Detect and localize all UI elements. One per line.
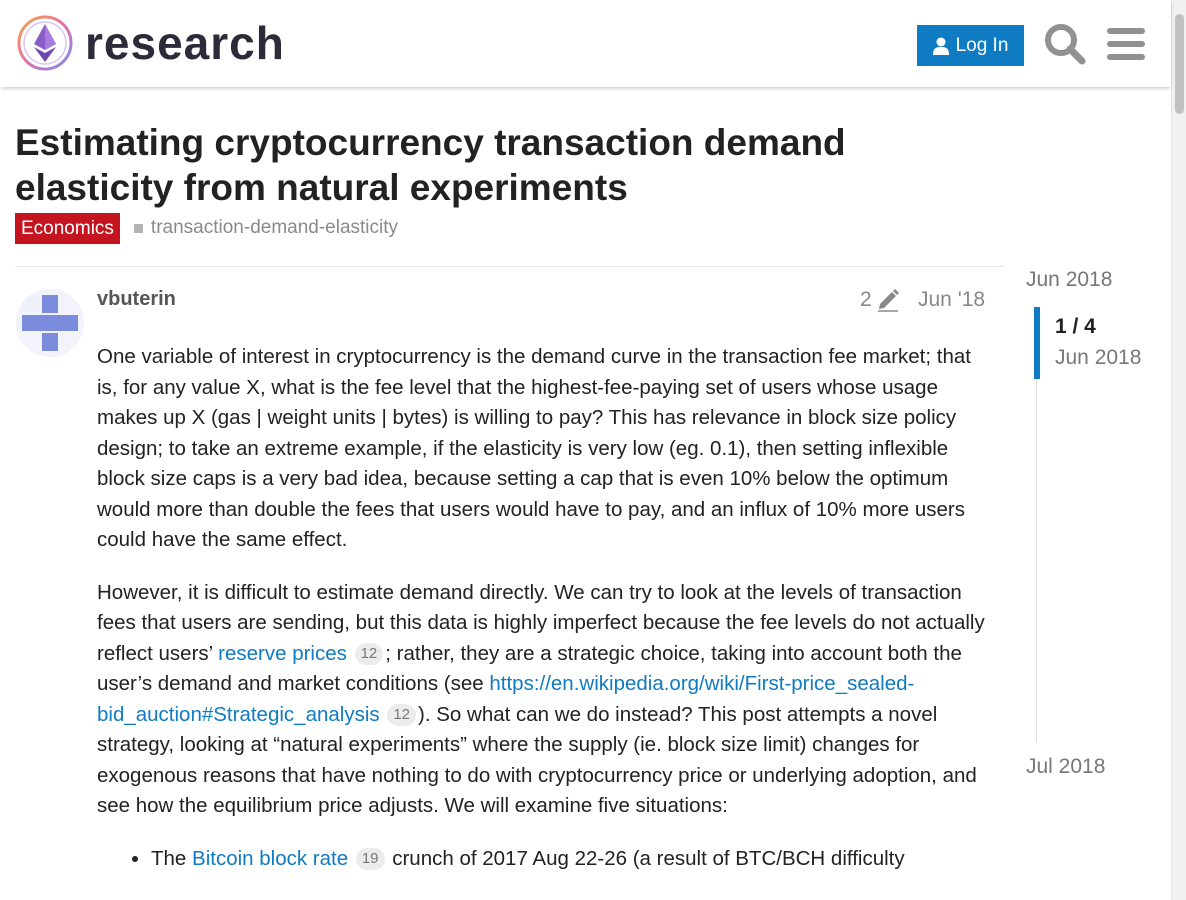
avatar[interactable] bbox=[16, 289, 84, 357]
link-click-count: 12 bbox=[354, 642, 384, 665]
hamburger-menu-icon[interactable] bbox=[1104, 22, 1148, 66]
scrollbar-thumb[interactable] bbox=[1175, 14, 1184, 114]
post-list: The Bitcoin block rate 19 crunch of 2017… bbox=[151, 844, 992, 875]
paragraph-text: ; rather, they are a strategic choice, t… bbox=[97, 641, 962, 696]
link-click-count: 19 bbox=[355, 847, 385, 870]
post-paragraph: However, it is difficult to estimate dem… bbox=[97, 578, 992, 822]
topic-tags: Economics transaction-demand-elasticity bbox=[15, 212, 398, 244]
site-brand[interactable]: research bbox=[85, 17, 285, 69]
tag-square-icon bbox=[133, 223, 143, 233]
link-click-count: 12 bbox=[387, 703, 417, 726]
timeline-scroller-handle[interactable] bbox=[1034, 307, 1040, 379]
bitcoin-block-rate-link[interactable]: Bitcoin block rate bbox=[192, 846, 349, 870]
paragraph-text: One variable of interest in cryptocurren… bbox=[97, 345, 971, 551]
list-item-text: crunch of 2017 Aug 22-26 (a result of BT… bbox=[386, 846, 905, 870]
site-logo-icon[interactable] bbox=[16, 14, 74, 72]
list-item-text: The bbox=[151, 846, 193, 870]
post-date[interactable]: Jun '18 bbox=[918, 288, 986, 311]
topic-title[interactable]: Estimating cryptocurrency transaction de… bbox=[15, 122, 846, 208]
post-body: One variable of interest in cryptocurren… bbox=[97, 342, 992, 874]
reserve-prices-link[interactable]: reserve prices bbox=[218, 641, 347, 665]
category-badge[interactable]: Economics bbox=[15, 212, 120, 244]
topic-divider bbox=[15, 266, 1004, 267]
login-button[interactable]: Log In bbox=[917, 25, 1024, 66]
tag-link[interactable]: transaction-demand-elasticity bbox=[150, 217, 399, 238]
search-icon[interactable] bbox=[1043, 22, 1087, 66]
timeline-position-date: Jun 2018 bbox=[1055, 346, 1142, 369]
pencil-icon bbox=[877, 289, 899, 312]
wikipedia-auction-link[interactable]: https://en.wikipedia.org/wiki/First-pric… bbox=[97, 672, 915, 726]
login-label: Log In bbox=[955, 34, 1009, 56]
timeline-start-date[interactable]: Jun 2018 bbox=[1026, 268, 1113, 291]
timeline-track bbox=[1036, 306, 1037, 742]
paragraph-text: ). So what can we do instead? This post … bbox=[97, 702, 977, 818]
list-item: The Bitcoin block rate 19 crunch of 2017… bbox=[151, 844, 992, 875]
edit-count: 2 bbox=[860, 288, 872, 311]
timeline-position: 1 / 4 bbox=[1055, 315, 1096, 338]
paragraph-text: However, it is difficult to estimate dem… bbox=[97, 580, 985, 665]
post-paragraph: One variable of interest in cryptocurren… bbox=[97, 342, 992, 556]
post-edit-history[interactable]: 2 bbox=[860, 288, 900, 312]
timeline-end-date[interactable]: Jul 2018 bbox=[1026, 755, 1106, 778]
post-username[interactable]: vbuterin bbox=[97, 288, 176, 310]
site-header: research Log In bbox=[0, 0, 1171, 87]
user-icon bbox=[932, 37, 949, 55]
page-scrollbar[interactable] bbox=[1171, 0, 1186, 900]
